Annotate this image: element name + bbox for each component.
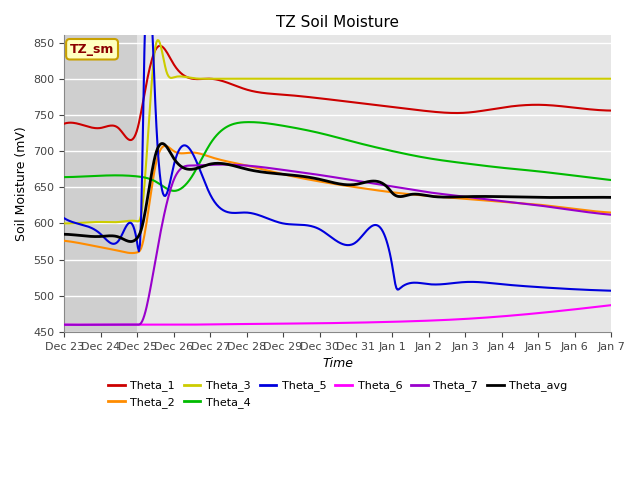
Theta_1: [596, 107, 604, 113]
Theta_7: [358, 179, 366, 185]
Y-axis label: Soil Moisture (mV): Soil Moisture (mV): [15, 126, 28, 241]
Line: Theta_4: Theta_4: [65, 122, 611, 191]
Theta_2: [511, 200, 518, 205]
Theta_3: [61, 220, 69, 226]
Theta_4: [246, 119, 253, 125]
Theta_7: [61, 322, 68, 327]
Theta_2: [61, 238, 68, 244]
Theta_4: [511, 166, 518, 172]
Theta_7: [596, 211, 604, 216]
Theta_avg: [326, 179, 333, 185]
Theta_4: [388, 148, 396, 154]
Theta_avg: [511, 194, 518, 200]
Theta_3: [154, 37, 161, 43]
Theta_3: [323, 76, 330, 82]
X-axis label: Time: Time: [322, 357, 353, 370]
Theta_3: [326, 76, 333, 82]
Theta_7: [323, 173, 330, 179]
Theta_3: [358, 76, 366, 82]
Theta_avg: [61, 231, 68, 237]
Theta_1: [126, 137, 134, 143]
Theta_6: [607, 302, 615, 308]
Theta_4: [170, 188, 178, 194]
Theta_5: [509, 282, 517, 288]
Theta_1: [358, 100, 366, 106]
Theta_1: [156, 43, 164, 49]
Theta_7: [76, 322, 84, 328]
Line: Theta_2: Theta_2: [65, 146, 611, 253]
Theta_1: [388, 104, 396, 110]
Theta_2: [323, 180, 330, 185]
Theta_4: [607, 177, 615, 183]
Theta_4: [323, 132, 330, 137]
Theta_7: [218, 162, 226, 168]
Theta_1: [511, 103, 518, 109]
Theta_4: [326, 132, 333, 138]
Line: Theta_3: Theta_3: [65, 40, 611, 223]
Theta_6: [358, 320, 365, 325]
Theta_5: [387, 255, 395, 261]
Theta_6: [61, 322, 68, 327]
Line: Theta_1: Theta_1: [65, 46, 611, 140]
Theta_3: [596, 76, 604, 82]
Theta_4: [596, 176, 604, 182]
Theta_3: [511, 76, 518, 82]
Title: TZ Soil Moisture: TZ Soil Moisture: [276, 15, 399, 30]
Theta_7: [388, 183, 396, 189]
Theta_avg: [126, 239, 134, 244]
Line: Theta_avg: Theta_avg: [65, 144, 611, 241]
Theta_avg: [607, 194, 615, 200]
Line: Theta_7: Theta_7: [65, 165, 611, 325]
Theta_4: [61, 174, 68, 180]
Theta_4: [358, 141, 366, 147]
Theta_5: [607, 288, 615, 294]
Theta_6: [163, 322, 170, 327]
Theta_5: [321, 230, 329, 236]
Theta_2: [596, 209, 604, 215]
Theta_6: [324, 320, 332, 326]
Theta_3: [607, 76, 615, 82]
Theta_avg: [388, 190, 396, 195]
Theta_6: [509, 312, 517, 318]
Theta_1: [326, 96, 333, 102]
Theta_1: [323, 96, 330, 102]
Theta_2: [129, 250, 136, 256]
Theta_avg: [323, 178, 330, 184]
Theta_7: [326, 174, 333, 180]
Theta_6: [387, 319, 395, 325]
Theta_3: [388, 76, 396, 82]
Theta_7: [607, 212, 615, 217]
Legend: Theta_1, Theta_2, Theta_3, Theta_4, Theta_5, Theta_6, Theta_7, Theta_avg: Theta_1, Theta_2, Theta_3, Theta_4, Thet…: [104, 376, 572, 412]
Theta_6: [321, 320, 329, 326]
Theta_2: [388, 190, 396, 195]
Theta_5: [61, 216, 68, 221]
Theta_1: [61, 120, 68, 126]
Theta_2: [161, 143, 169, 149]
Theta_avg: [358, 180, 366, 186]
Bar: [65, 36, 138, 332]
Text: TZ_sm: TZ_sm: [70, 43, 115, 56]
Theta_2: [358, 185, 366, 191]
Theta_6: [595, 304, 603, 310]
Line: Theta_5: Theta_5: [65, 0, 611, 291]
Theta_1: [607, 108, 615, 113]
Theta_5: [595, 288, 603, 293]
Theta_2: [607, 210, 615, 216]
Theta_5: [358, 234, 365, 240]
Theta_5: [324, 232, 332, 238]
Theta_2: [326, 180, 333, 186]
Line: Theta_6: Theta_6: [65, 305, 611, 324]
Theta_avg: [158, 141, 166, 146]
Theta_avg: [596, 194, 604, 200]
Theta_7: [511, 200, 518, 205]
Theta_3: [61, 220, 68, 226]
